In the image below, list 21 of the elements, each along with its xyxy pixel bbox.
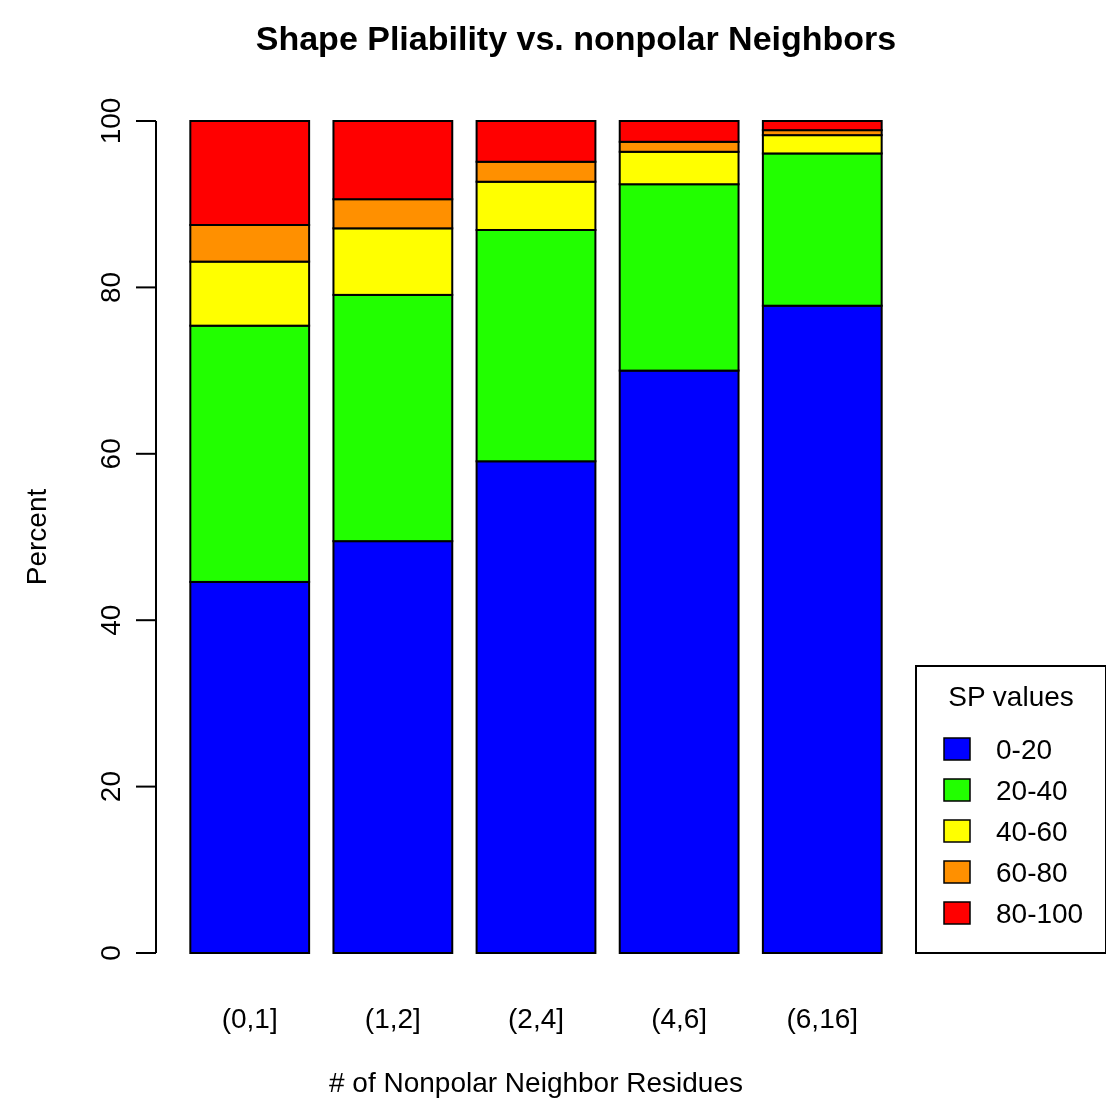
x-tick-label: (2,4]: [507, 1003, 565, 1034]
legend-label: 20-40: [996, 775, 1068, 806]
y-tick-label: 20: [95, 771, 126, 803]
y-axis-title: Percent: [21, 488, 52, 586]
legend-label: 0-20: [996, 734, 1053, 765]
x-tick-label: (1,2]: [364, 1003, 421, 1034]
x-tick-label: (0,1]: [221, 1003, 278, 1034]
x-axis-title: # of Nonpolar Neighbor Residues: [328, 1067, 744, 1098]
y-tick-label: 0: [95, 945, 126, 961]
legend-label: 60-80: [996, 857, 1068, 888]
chart-title: Shape Pliability vs. nonpolar Neighbors: [255, 19, 897, 57]
y-tick-label: 40: [95, 604, 126, 636]
y-tick-label: 80: [95, 271, 126, 303]
x-tick-label: (4,6]: [651, 1003, 708, 1034]
legend-label: 40-60: [996, 816, 1068, 847]
legend-title: SP values: [948, 681, 1074, 712]
y-tick-label: 60: [95, 438, 126, 470]
legend-label: 80-100: [996, 898, 1084, 929]
y-tick-label: 100: [95, 97, 126, 145]
bar: [761, 120, 883, 132]
x-tick-label: (6,16]: [786, 1003, 859, 1034]
